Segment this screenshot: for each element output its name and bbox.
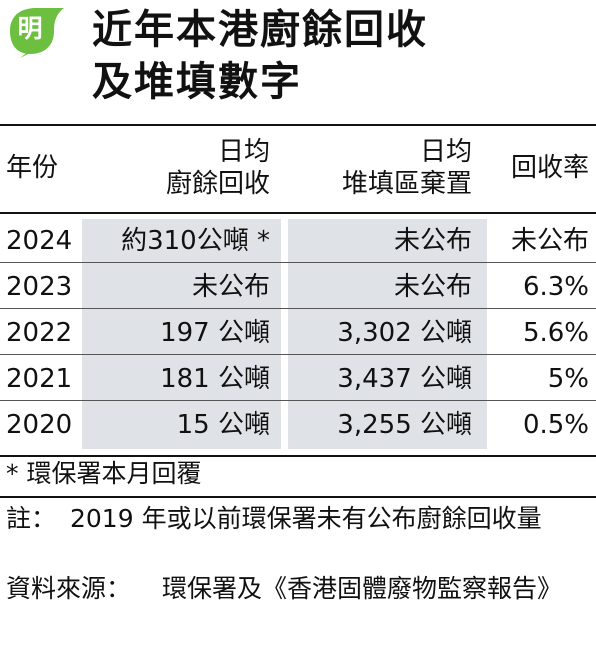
header-food-line-1: 日均	[217, 137, 270, 167]
cell-landfill: 未公布	[393, 272, 472, 302]
header: 明 近年本港廚餘回收 及堆填數字	[0, 0, 596, 115]
cell-recovery-rate: 5%	[547, 364, 589, 394]
cell-food-waste: 197 公噸	[160, 318, 270, 348]
row-divider	[0, 262, 596, 263]
cell-year: 2022	[6, 318, 73, 348]
table-row: 2022 197 公噸 3,302 公噸 5.6%	[0, 311, 596, 355]
cell-landfill: 3,302 公噸	[337, 318, 472, 348]
source-text: 環保署及《香港固體廢物監察報告》	[162, 574, 563, 603]
row-divider	[0, 308, 596, 309]
cell-landfill: 3,255 公噸	[337, 410, 472, 440]
notes-rule	[0, 496, 596, 498]
source-label: 資料來源：	[6, 574, 132, 603]
page-title-line-2: 及堆填數字	[92, 59, 302, 105]
header-landfill-line-2: 堆填區棄置	[341, 169, 472, 199]
cell-landfill: 3,437 公噸	[337, 364, 472, 394]
table-row: 2021 181 公噸 3,437 公噸 5%	[0, 357, 596, 401]
cell-year: 2023	[6, 272, 73, 302]
note-label: 註：	[6, 504, 57, 533]
cell-year: 2024	[6, 226, 73, 256]
header-year: 年份	[6, 153, 59, 183]
table-row: 2024 約310公噸 * 未公布 未公布	[0, 219, 596, 263]
page-title-line-1: 近年本港廚餘回收	[92, 7, 428, 53]
cell-recovery-rate: 5.6%	[522, 318, 589, 348]
table-row: 2020 15 公噸 3,255 公噸 0.5%	[0, 403, 596, 447]
food-column-shading	[82, 219, 281, 449]
header-food-line-2: 廚餘回收	[165, 169, 270, 199]
cell-recovery-rate: 6.3%	[522, 272, 589, 302]
row-divider	[0, 354, 596, 355]
cell-year: 2021	[6, 364, 73, 394]
header-landfill-line-1: 日均	[419, 137, 472, 167]
header-food-waste: 日均 廚餘回收	[166, 136, 270, 200]
row-divider	[0, 400, 596, 401]
logo-character: 明	[17, 14, 43, 43]
table-top-rule	[0, 124, 596, 126]
cell-landfill: 未公布	[393, 226, 472, 256]
header-recovery-rate: 回收率	[510, 153, 589, 183]
table-row: 2023 未公布 未公布 6.3%	[0, 265, 596, 309]
cell-food-waste: 約310公噸 *	[121, 226, 270, 256]
cell-food-waste: 未公布	[191, 272, 270, 302]
table-bottom-rule	[0, 455, 596, 457]
cell-food-waste: 181 公噸	[160, 364, 270, 394]
cell-food-waste: 15 公噸	[176, 410, 270, 440]
cell-year: 2020	[6, 410, 73, 440]
cell-recovery-rate: 0.5%	[522, 410, 589, 440]
landfill-column-shading	[288, 219, 487, 449]
note-text: 2019 年或以前環保署未有公布廚餘回收量	[70, 504, 542, 533]
cell-recovery-rate: 未公布	[510, 226, 589, 256]
header-landfill: 日均 堆填區棄置	[342, 136, 472, 200]
footnote: * 環保署本月回覆	[6, 459, 202, 488]
ming-pao-logo-icon	[10, 8, 64, 58]
table-header-rule	[0, 212, 596, 214]
